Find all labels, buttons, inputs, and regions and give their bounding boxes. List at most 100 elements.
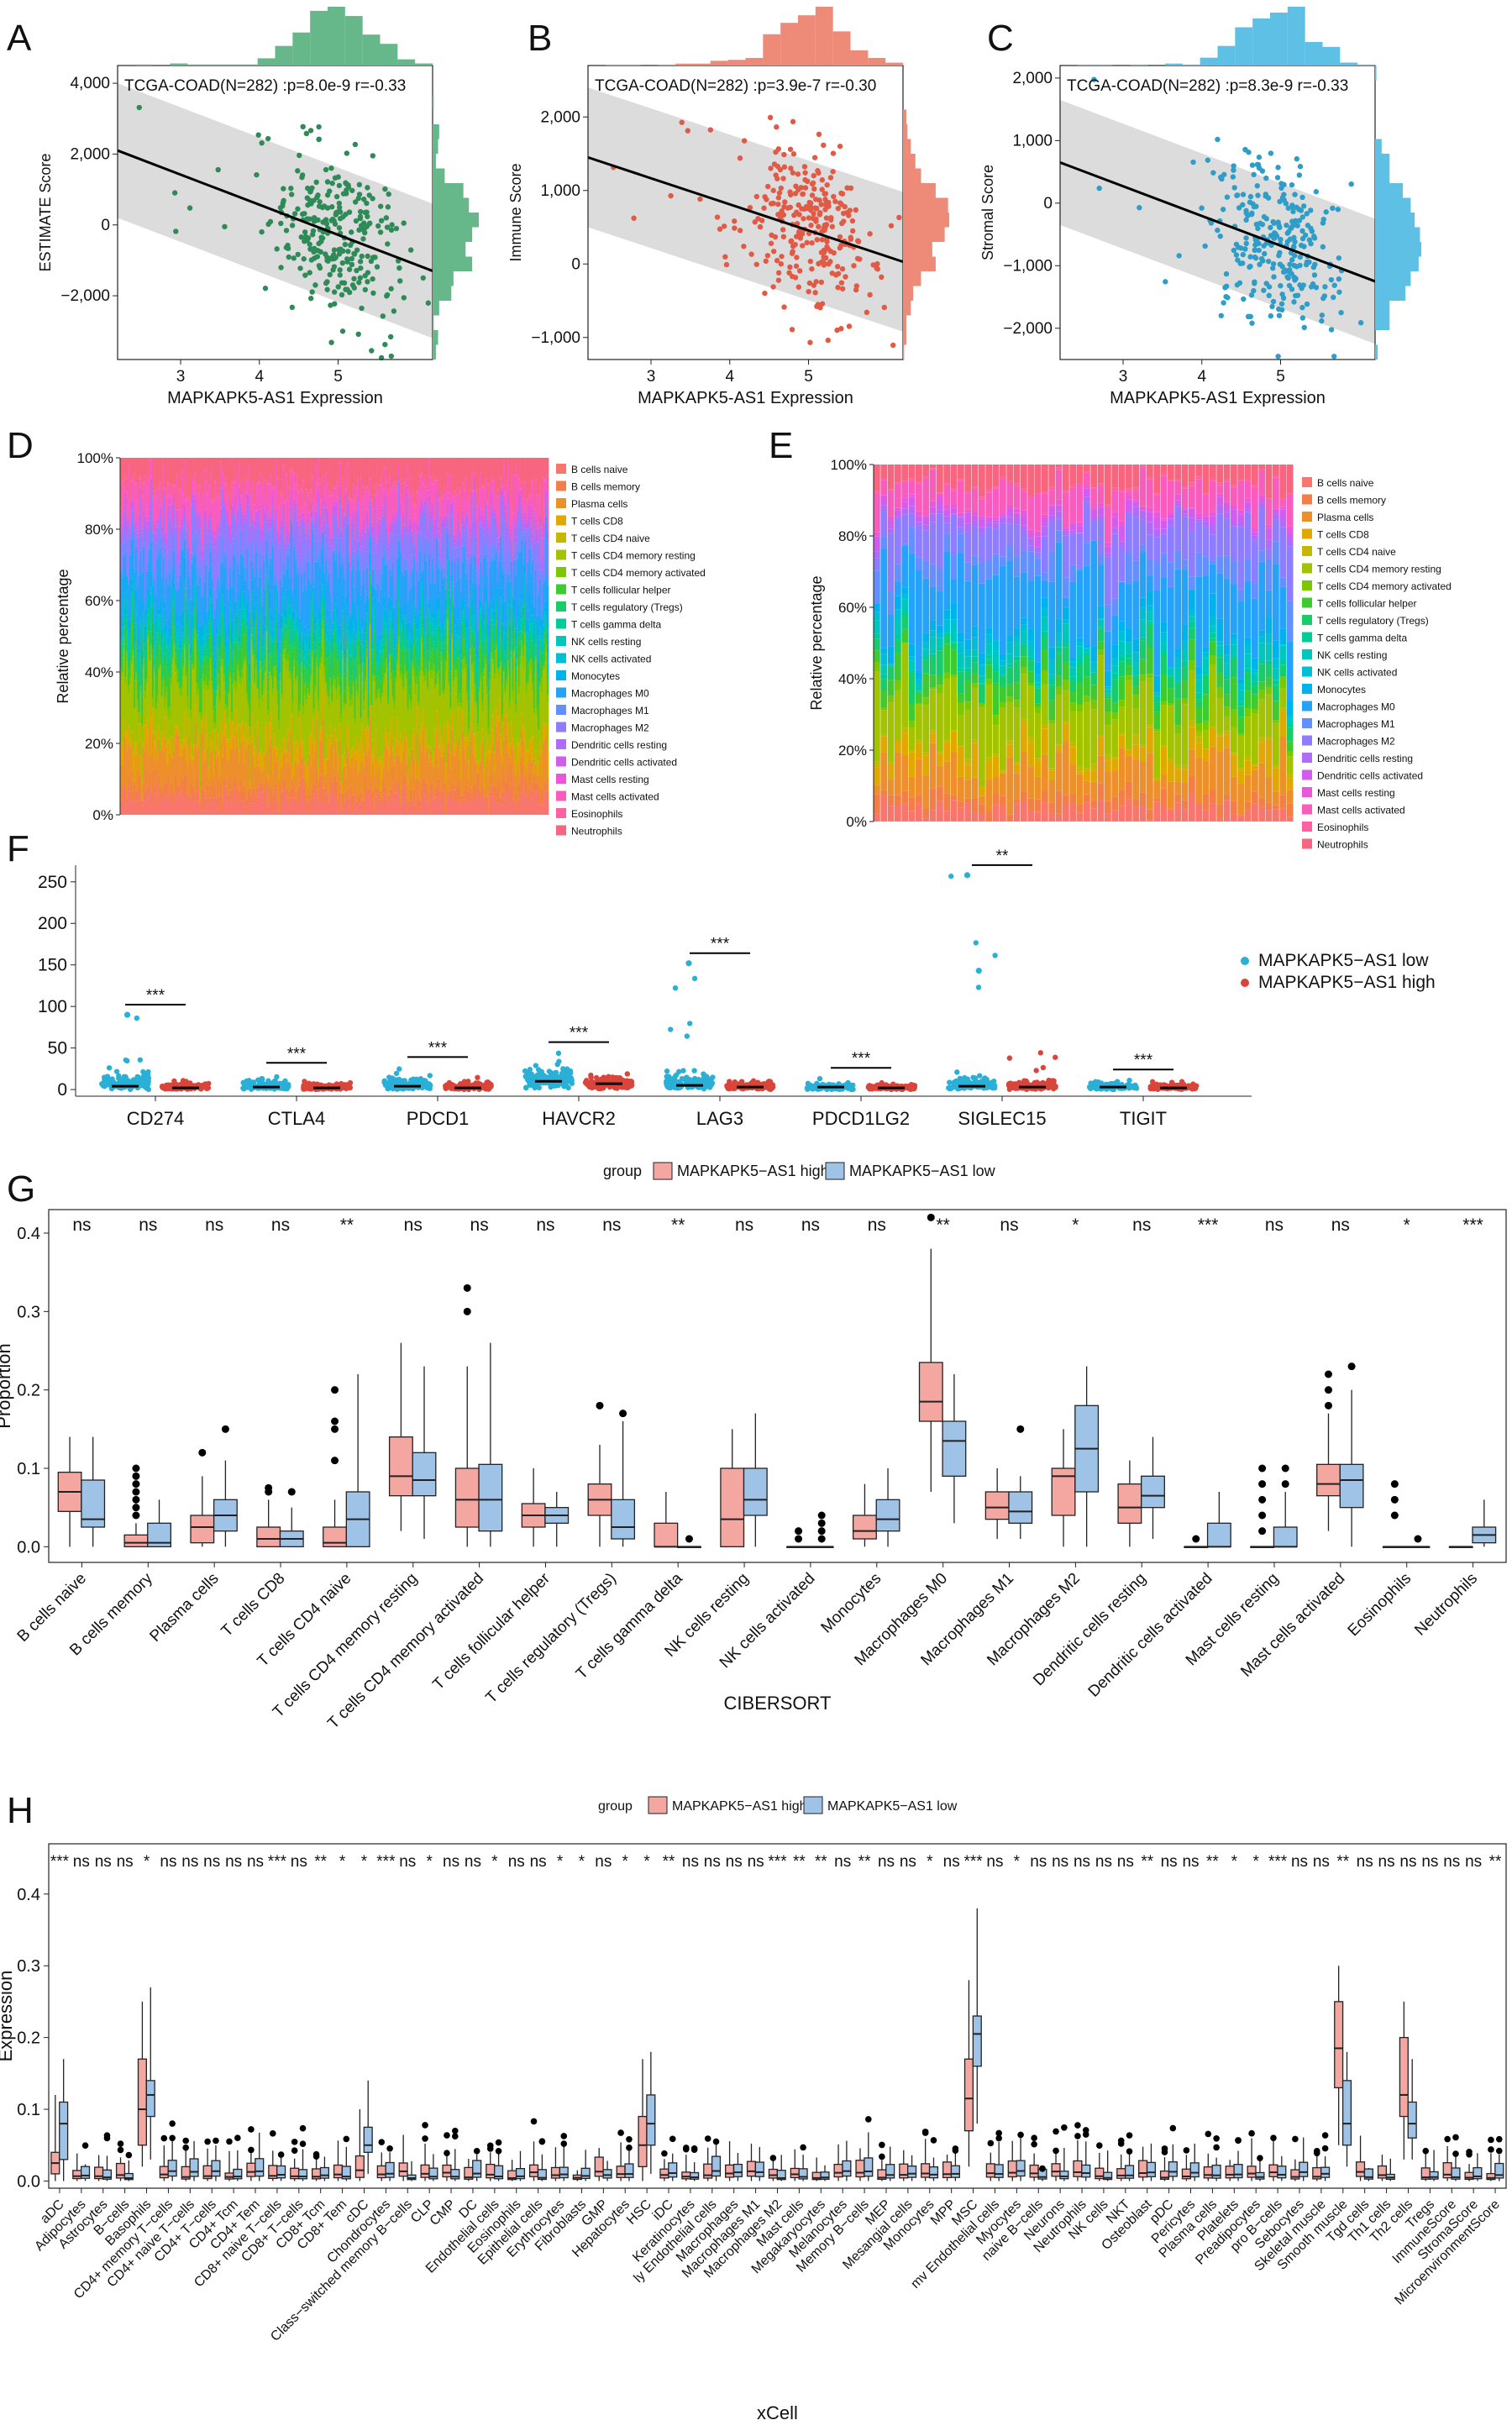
stack-segment [229, 458, 232, 512]
stack-segment [192, 498, 194, 505]
stack-segment [220, 659, 223, 667]
stack-segment [326, 627, 329, 641]
stack-segment [369, 578, 371, 592]
y-histogram-bar [1375, 271, 1411, 286]
data-point [793, 263, 800, 269]
stack-segment [153, 624, 155, 646]
y-histogram-bar [1375, 227, 1420, 242]
stack-segment [135, 546, 138, 591]
stack-segment [358, 639, 361, 656]
data-point [319, 204, 326, 211]
stack-segment [375, 753, 377, 788]
stack-segment [361, 813, 364, 815]
stack-segment [391, 521, 394, 524]
stack-segment [197, 493, 200, 511]
stack-segment [147, 608, 150, 615]
data-point [775, 277, 782, 283]
stack-segment [143, 643, 145, 659]
stack-segment [391, 746, 394, 750]
stack-segment [331, 735, 333, 737]
stack-segment [213, 669, 215, 675]
stack-segment [311, 586, 313, 596]
stack-segment [303, 642, 306, 659]
stack-segment [162, 653, 165, 678]
stack-segment [361, 637, 364, 641]
stack-segment [239, 651, 241, 662]
stack-segment [303, 458, 306, 503]
stack-segment [358, 743, 361, 772]
stack-segment [143, 744, 145, 748]
stack-segment [260, 631, 262, 662]
stack-segment [138, 724, 140, 743]
data-point [351, 285, 357, 291]
stack-segment [176, 475, 179, 507]
data-point [770, 187, 776, 193]
stack-segment [147, 639, 150, 728]
stack-segment [149, 661, 151, 706]
stack-segment [290, 516, 292, 521]
stack-segment [213, 710, 215, 723]
stack-segment [355, 549, 358, 571]
stack-segment [303, 558, 306, 570]
stack-segment [136, 707, 139, 753]
stack-segment [307, 811, 309, 815]
data-point [317, 265, 323, 271]
stack-segment [199, 486, 202, 512]
stack-segment [135, 529, 138, 538]
stack-segment [354, 501, 356, 538]
stack-segment [229, 539, 232, 545]
stack-segment [279, 784, 282, 794]
stack-segment [156, 657, 159, 695]
stack-segment [334, 629, 337, 645]
stack-segment [158, 775, 160, 785]
stack-segment [164, 542, 166, 547]
stack-segment [241, 721, 244, 724]
stack-segment [354, 696, 356, 718]
data-point [723, 261, 730, 268]
stack-segment [170, 678, 172, 686]
stack-segment [354, 681, 356, 697]
stack-segment [276, 800, 279, 811]
stack-segment [370, 753, 373, 757]
stack-segment [365, 653, 367, 658]
stack-segment [363, 664, 365, 684]
stack-segment [308, 800, 311, 815]
stack-segment [145, 640, 148, 660]
data-point [1275, 306, 1282, 312]
stack-segment [305, 635, 307, 644]
stack-segment [279, 633, 282, 643]
stack-segment [239, 496, 242, 500]
stack-segment [190, 505, 192, 553]
data-point [372, 255, 378, 260]
stack-segment [218, 534, 221, 580]
stack-segment [365, 567, 369, 596]
data-point [1252, 242, 1258, 248]
stack-segment [126, 615, 129, 620]
data-point [809, 192, 816, 198]
stack-segment [361, 617, 364, 628]
data-point [1270, 218, 1276, 225]
stack-segment [144, 725, 147, 751]
stack-segment [247, 501, 250, 505]
stack-segment [278, 458, 281, 505]
stack-segment [271, 638, 274, 643]
stack-segment [170, 659, 172, 672]
stack-segment [156, 760, 159, 797]
stack-segment [218, 698, 221, 704]
stack-segment [328, 740, 330, 743]
stack-segment [177, 553, 180, 561]
stack-segment [246, 627, 249, 648]
stack-segment [389, 458, 391, 475]
stack-segment [261, 684, 264, 696]
data-point [788, 192, 794, 198]
stack-segment [329, 777, 332, 789]
stack-segment [335, 501, 338, 504]
stack-segment [310, 563, 312, 584]
stack-segment [158, 727, 160, 740]
stack-segment [185, 458, 187, 499]
stack-segment [342, 458, 344, 479]
stack-segment [160, 628, 162, 633]
stack-segment [258, 643, 260, 648]
stack-segment [363, 519, 365, 522]
stack-segment [296, 636, 298, 662]
